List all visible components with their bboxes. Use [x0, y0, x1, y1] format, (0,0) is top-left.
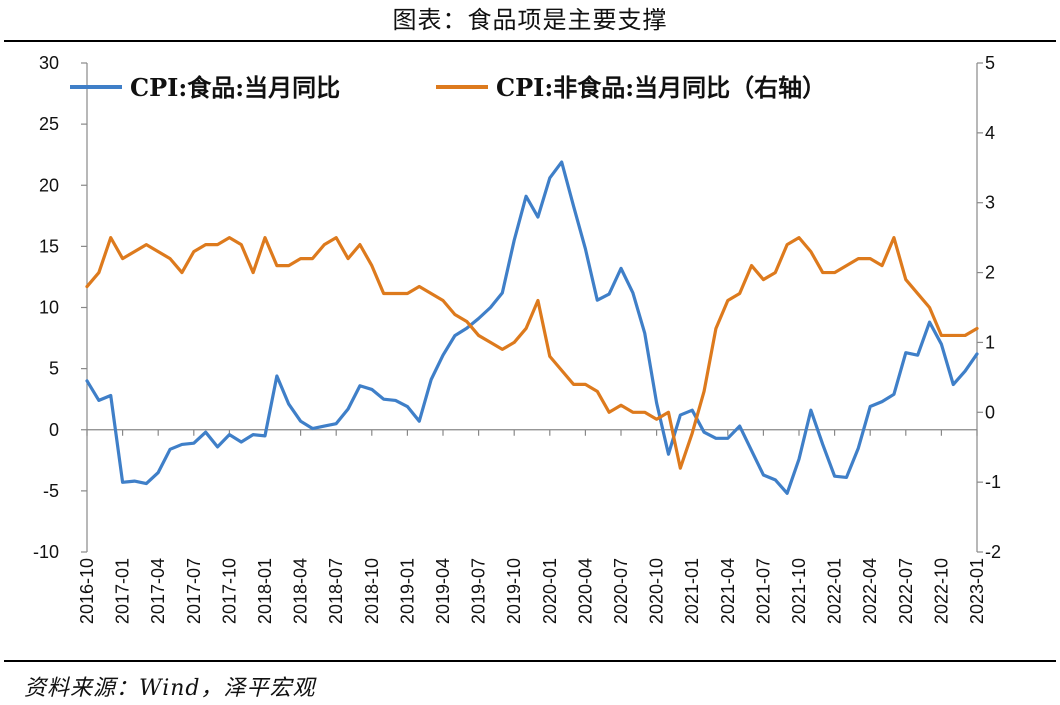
x-tick-label: 2019-07	[469, 558, 489, 624]
series-lines-group	[85, 160, 979, 495]
x-tick-label: 2018-10	[362, 558, 382, 624]
x-tick-label: 2018-07	[326, 558, 346, 624]
x-tick-label: 2017-07	[184, 558, 204, 624]
x-tick-label: 2022-10	[931, 558, 951, 624]
right-tick-label: -1	[985, 472, 1001, 492]
left-tick-label: 15	[39, 236, 59, 256]
right-tick-label: 0	[985, 402, 995, 422]
legend-nonfood-label: CPI:非食品:当月同比（右轴）	[496, 73, 826, 102]
left-tick-label: -10	[33, 542, 59, 562]
series-line-food	[85, 160, 979, 495]
left-tick-label: 30	[39, 53, 59, 73]
bottom-rule	[4, 660, 1056, 662]
left-tick-label: 20	[39, 175, 59, 195]
x-tick-label: 2019-01	[397, 558, 417, 624]
series-line-nonfood	[85, 236, 979, 470]
left-tick-label: 5	[49, 359, 59, 379]
x-tick-label: 2020-04	[575, 558, 595, 624]
right-tick-label: 5	[985, 53, 995, 73]
chart-title: 图表：食品项是主要支撑	[392, 6, 668, 34]
x-tick-label: 2016-10	[77, 558, 97, 624]
x-tick-label: 2023-01	[967, 558, 987, 624]
x-tick-label: 2019-04	[433, 558, 453, 624]
source-note: 资料来源：Wind，泽平宏观	[24, 676, 316, 701]
x-tick-label: 2020-01	[540, 558, 560, 624]
x-tick-label: 2021-07	[753, 558, 773, 624]
legend: CPI:食品:当月同比 CPI:非食品:当月同比（右轴）	[70, 73, 826, 102]
left-tick-label: 0	[49, 420, 59, 440]
right-tick-label: 3	[985, 193, 995, 213]
x-tick-label: 2018-04	[291, 558, 311, 624]
x-tick-label: 2017-01	[113, 558, 133, 624]
left-tick-label: -5	[43, 481, 59, 501]
x-tick-label: 2022-01	[825, 558, 845, 624]
right-tick-label: 4	[985, 123, 995, 143]
x-tick-label: 2017-10	[219, 558, 239, 624]
legend-food-label: CPI:食品:当月同比	[130, 73, 340, 102]
top-rule	[4, 40, 1056, 42]
x-tick-label: 2020-07	[611, 558, 631, 624]
x-tick-label: 2017-04	[148, 558, 168, 624]
x-tick-label: 2021-10	[789, 558, 809, 624]
x-tick-label: 2022-07	[896, 558, 916, 624]
x-tick-label: 2020-10	[647, 558, 667, 624]
left-tick-label: 25	[39, 114, 59, 134]
x-tick-label: 2019-10	[504, 558, 524, 624]
x-tick-label: 2021-04	[718, 558, 738, 624]
x-tick-label: 2021-01	[682, 558, 702, 624]
right-tick-label: -2	[985, 542, 1001, 562]
x-tick-label: 2018-01	[255, 558, 275, 624]
x-tick-label: 2022-04	[860, 558, 880, 624]
right-tick-label: 2	[985, 263, 995, 283]
right-tick-label: 1	[985, 332, 995, 352]
left-tick-label: 10	[39, 298, 59, 318]
